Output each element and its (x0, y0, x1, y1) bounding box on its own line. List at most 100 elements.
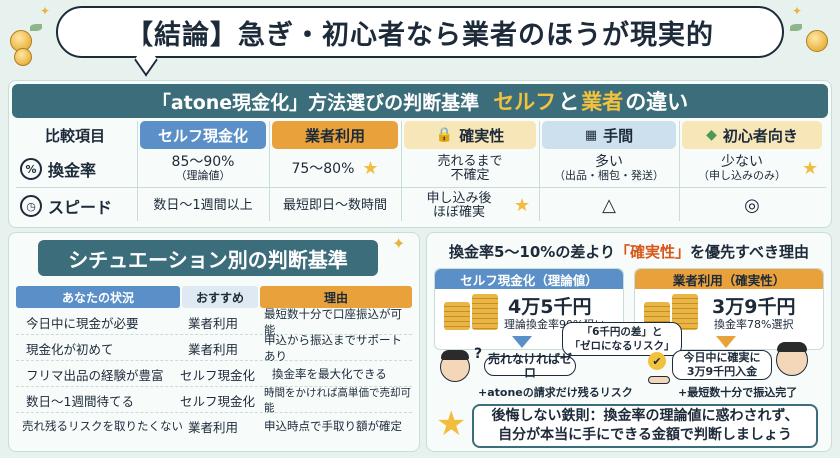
percent-magnifier-icon: % (20, 158, 42, 180)
down-arrow-icon (716, 336, 736, 348)
vendor-bubble-line2: 3万9千円入金 (686, 365, 758, 378)
self-amount: 4万5千円 (508, 296, 592, 318)
vendor-note: 換金率78%選択 (714, 318, 794, 331)
row-label-speed: ◷ スピード (20, 190, 112, 222)
situation-status: フリマ出品の経験が豊富 (26, 367, 164, 383)
cell-beginner-2: ◎ (744, 195, 760, 216)
self-panel-head: セルフ現金化（理論値） (435, 269, 623, 289)
col-divider (137, 121, 138, 221)
col-head-item: 比較項目 (44, 126, 105, 145)
cell-effort-2: △ (602, 195, 616, 216)
col-head-effort: ▦ 手間 (542, 121, 676, 149)
situation-recommend: 業者利用 (188, 341, 239, 357)
col-head-beginner-label: 初心者向き (722, 126, 798, 145)
cell-subvalue: （申し込みのみ） (698, 169, 786, 182)
situation-reason: 最短数十分で口座振込が可能 (264, 307, 402, 337)
vendor-amount: 3万9千円 (712, 296, 796, 318)
vendor-deposit-bubble: 今日中に確実に 3万9千円入金 (672, 350, 772, 380)
conjunction-label: と (558, 90, 580, 114)
comparison-header-title: セルフ と 業者 の違い (493, 86, 688, 116)
situation-status: 現金化が初めて (26, 341, 114, 357)
cell-certainty-1: 売れるまで 不確定 (437, 154, 503, 183)
beginner-mark-icon: ◆ (706, 127, 717, 143)
situation-reason: 時間をかければ高単価で売却可能 (264, 387, 411, 414)
reason-title-pre: 換金率5〜10%の差より (448, 242, 616, 261)
cell-subvalue: （理論値） (175, 169, 231, 182)
cell-self-speed: 数日〜1週間以上 (153, 198, 253, 213)
rule-line2: 自分が本当に手にできる金額で判断しましょう (498, 427, 792, 443)
coin-decoration (14, 48, 32, 66)
star-icon: ★ (514, 195, 531, 216)
vendor-label: 業者 (581, 90, 624, 114)
question-mark-icon: ? (474, 346, 483, 362)
situation-recommend: 業者利用 (188, 315, 239, 331)
stopwatch-icon: ◷ (20, 195, 42, 217)
situation-status: 数日〜1週間待てる (26, 393, 134, 409)
col-head-certainty: 🔒 確実性 (404, 121, 536, 149)
situation-row: 数日〜1週間待てる セルフ現金化 時間をかければ高単価で売却可能 (16, 387, 412, 414)
difference-bubble: 「6千円の差」と 「ゼロになるリスク」 (562, 322, 682, 356)
vendor-caption: +最短数十分で振込完了 (678, 386, 798, 399)
leaf-decoration (790, 24, 802, 31)
checklist-icon: ▦ (584, 127, 598, 143)
difference-label: の違い (625, 90, 689, 114)
self-risk-caption: +atoneの請求だけ残るリスク (478, 386, 633, 399)
cell-effort-1: 多い （出品・梱包・発送） (542, 152, 676, 186)
situation-title: シチュエーション別の判断基準 (38, 240, 378, 276)
row-label-rate: % 換金率 (20, 152, 96, 186)
cell-beginner-1: 少ない （申し込みのみ） (682, 152, 802, 186)
cell-value: 少ない (721, 154, 763, 170)
col-head-self: セルフ現金化 (140, 121, 266, 149)
cell-value: 多い (595, 154, 623, 170)
situation-row: フリマ出品の経験が豊富 セルフ現金化 換金率を最大化できる (16, 361, 412, 387)
situation-head-status: あなたの状況 (16, 286, 180, 308)
difference-bubble-line2: 「ゼロになるリスク」 (569, 340, 675, 352)
coin-decoration (806, 30, 828, 52)
comparison-header: 「atone現金化」方法選びの判断基準 セルフ と 業者 の違い (12, 84, 828, 118)
situation-reason: 換金率を最大化できる (272, 367, 387, 381)
col-divider (269, 121, 270, 221)
situation-row: 売れ残るリスクを取りたくない 業者利用 申込時点で手取り額が確定 (16, 413, 412, 439)
col-divider (539, 121, 540, 221)
cell-value: 85〜90% (171, 154, 235, 170)
cell-value: 75〜80% (291, 161, 355, 177)
rule-box: 後悔しない鉄則：換金率の理論値に惑わされず、 自分が本当に手にできる金額で判断し… (472, 404, 818, 448)
vendor-panel-head: 業者利用（確実性） (635, 269, 823, 289)
situation-recommend: セルフ現金化 (180, 367, 256, 383)
col-head-certainty-label: 確実性 (459, 126, 505, 145)
self-label: セルフ (493, 90, 557, 114)
situation-reason: 申込から振込までサポートあり (264, 333, 402, 363)
down-arrow-icon (512, 336, 532, 348)
sparkle-icon: ✦ (392, 234, 406, 253)
col-divider (401, 121, 402, 221)
reason-title-post: を優先すべき理由 (690, 242, 809, 261)
sparkle-icon: ✦ (40, 4, 51, 18)
page-title: 【結論】急ぎ・初心者なら業者のほうが現実的 (126, 19, 714, 51)
situation-head-reason: 理由 (260, 286, 412, 308)
cell-vendor-rate: 75〜80% ★ (272, 152, 398, 186)
situation-row: 今日中に現金が必要 業者利用 最短数十分で口座振込が可能 (16, 307, 412, 337)
row-label-rate-text: 換金率 (48, 161, 97, 180)
col-head-vendor: 業者利用 (272, 121, 398, 149)
col-head-beginner: ◆ 初心者向き (682, 121, 822, 149)
vendor-bubble-line1: 今日中に確実に (683, 351, 761, 364)
situation-reason: 申込時点で手取り額が確定 (264, 419, 402, 433)
sparkle-icon: ✦ (792, 4, 803, 18)
cell-subvalue: （出品・梱包・発送） (554, 169, 664, 182)
lock-icon: 🔒 (435, 127, 454, 143)
star-icon: ★ (436, 404, 467, 444)
situation-status: 売れ残るリスクを取りたくない (22, 419, 183, 433)
check-icon: ✔ (648, 352, 666, 370)
star-icon: ★ (802, 158, 819, 179)
reason-title: 換金率5〜10%の差より 「確実性」 を優先すべき理由 (432, 238, 826, 264)
situation-head-recommend: おすすめ (182, 286, 258, 308)
row-divider (16, 187, 826, 188)
reason-title-highlight: 「確実性」 (615, 242, 691, 261)
coin-stack-icon (444, 302, 470, 330)
title-bubble: 【結論】急ぎ・初心者なら業者のほうが現実的 (56, 6, 784, 77)
comparison-header-label: 「atone現金化」方法選びの判断基準 (151, 91, 480, 114)
cell-certainty-2: 申し込み後 ほぼ確実 (426, 191, 492, 220)
rule-line1: 後悔しない鉄則：換金率の理論値に惑わされず、 (491, 408, 799, 424)
person-hair (441, 350, 469, 360)
leaf-decoration (30, 24, 42, 31)
